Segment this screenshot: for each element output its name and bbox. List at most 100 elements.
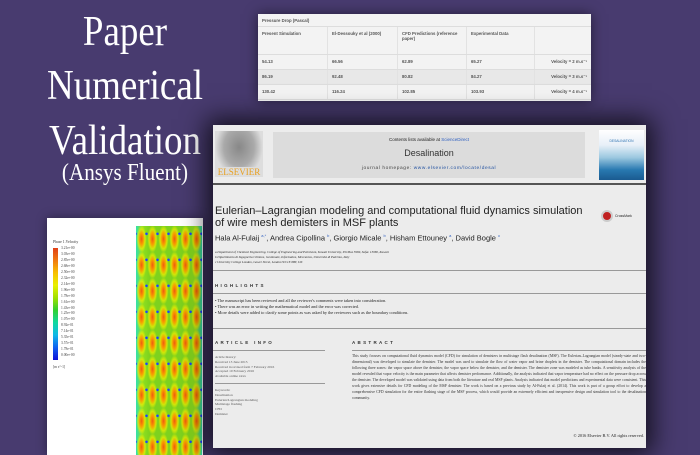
- table-cell: Velocity = 3 m.s⁻¹: [551, 74, 587, 79]
- cover-title: DESALINATION: [609, 139, 634, 143]
- table-cell: 103.93: [467, 85, 535, 99]
- legend-level: 5.35e-01: [61, 335, 74, 340]
- column-header: [535, 27, 591, 54]
- author-name: Hala Al-Fulaij: [215, 233, 262, 243]
- legend-level: 3.03e+00: [61, 251, 75, 256]
- separator: ,: [266, 233, 270, 243]
- homepage-link[interactable]: www.elsevier.com/locate/desal: [413, 166, 497, 171]
- highlight-text: The manuscript has been reviewed and all…: [217, 298, 387, 303]
- abstract-text: This study focuses on computational flui…: [352, 354, 646, 400]
- table-cell: 54.13: [258, 55, 328, 69]
- highlight-text: More details were added to clarify some …: [217, 310, 409, 316]
- journal-header: Contents lists available at ScienceDirec…: [273, 132, 585, 178]
- highlight-text: There was an error in writing the mathem…: [217, 304, 360, 310]
- separator: ,: [329, 233, 334, 243]
- affiliations: a Department of Chemical Engineering, Co…: [215, 250, 389, 265]
- legend-levels: 3.21e+00 3.03e+00 2.85e+00 2.68e+00 2.50e+00…: [61, 246, 75, 359]
- legend-level: 1.61e+00: [61, 299, 75, 304]
- journal-cover: DESALINATION: [599, 130, 644, 180]
- table-cell: Velocity = 4 m.s⁻¹: [551, 89, 587, 94]
- legend-level: 1.78e-01: [61, 347, 74, 352]
- legend-level: 1.96e+00: [61, 287, 75, 292]
- keywords: Keywords: Desalination Eulerian/Lagrangian…: [215, 388, 325, 417]
- pressure-drop-table: Pressure Drop (Pascal) Present Simulatio…: [258, 14, 591, 101]
- table-row: 86.19 92.48 80.82 84.27 Velocity = 3 m.s⁻¹: [258, 70, 591, 85]
- contents-prefix: Contents lists available at: [388, 137, 442, 142]
- heading-line-2: Numerical: [47, 63, 203, 109]
- crossmark-icon[interactable]: [601, 210, 613, 222]
- abstract-heading: ABSTRACT: [352, 340, 396, 345]
- highlights-list: • The manuscript has been reviewed and a…: [215, 298, 408, 316]
- legend-level: 1.07e+00: [61, 317, 75, 322]
- sciencedirect-link[interactable]: ScienceDirect: [441, 137, 470, 142]
- divider: [352, 350, 646, 351]
- article-info: Article history: Received 13 June 2015 Rec…: [215, 355, 325, 417]
- keyword: Multistage flashing: [215, 402, 243, 407]
- demister-wires: [136, 226, 202, 455]
- affiliation: b Dipartimento di Ingegneria Chimica, Ge…: [215, 255, 350, 259]
- table-caption: Pressure Drop (Pascal): [258, 14, 591, 27]
- legend-level: 2.14e+00: [61, 281, 75, 286]
- author-affiliation-mark: a: [449, 233, 452, 238]
- journal-name: Desalination: [404, 148, 454, 158]
- legend-title: Phase 1.Velocity: [53, 240, 79, 244]
- article-history: Article history: Received 13 June 2015 Rec…: [215, 355, 325, 379]
- table-header-row: Present Simulation El-Dessouky et al (20…: [258, 27, 591, 55]
- elsevier-logo: ELSEVIER: [215, 131, 263, 177]
- table-cell: Velocity = 2 m.s⁻¹: [551, 59, 587, 64]
- separator: ,: [451, 233, 456, 243]
- divider: [213, 270, 646, 271]
- table-cell: 86.19: [258, 70, 328, 84]
- author-affiliation-mark: b: [383, 233, 386, 238]
- table-row: 130.42 116.24 102.85 103.93 Velocity = 4 m.s…: [258, 85, 591, 100]
- divider: [213, 183, 646, 185]
- legend-unit: [m s^-1]: [53, 365, 66, 369]
- author-affiliation-mark: a,*: [261, 233, 267, 238]
- table-cell: 92.48: [328, 70, 398, 84]
- divider: [213, 328, 646, 329]
- table-cell: 80.82: [398, 70, 467, 84]
- homepage-line: journal homepage: www.elsevier.com/locat…: [273, 166, 585, 171]
- heading-subtitle: (Ansys Fluent): [61, 160, 189, 186]
- divider: [215, 382, 325, 384]
- column-header: El-Dessouky et al (2000): [328, 27, 398, 54]
- table-cell: 62.89: [398, 55, 467, 69]
- history-item: Received 13 June 2015: [215, 359, 248, 364]
- article-info-heading: ARTICLE INFO: [215, 340, 275, 345]
- table-cell: 84.27: [467, 70, 535, 84]
- legend-level: 2.68e+00: [61, 263, 75, 268]
- history-item: Available online xxxx: [215, 374, 246, 379]
- table-cell: 102.85: [398, 85, 467, 99]
- keyword: Desalination: [215, 392, 233, 397]
- legend-level: 2.85e+00: [61, 257, 75, 262]
- author-list: Hala Al-Fulaij a,*, Andrea Cipollina b, …: [215, 233, 500, 243]
- legend-level: 1.78e+00: [61, 293, 75, 298]
- author-name: Giorgio Micale: [333, 233, 384, 243]
- keyword: Demister: [215, 411, 228, 416]
- keyword: CFD: [215, 407, 222, 412]
- history-item: Article history:: [215, 355, 237, 359]
- color-scale-bar: [53, 248, 58, 360]
- legend-level: 1.43e+00: [61, 305, 75, 310]
- keyword: Keywords:: [215, 387, 231, 392]
- column-header: CFD Predictions (reference paper): [398, 27, 467, 54]
- table-cell: 116.24: [328, 85, 398, 99]
- highlight-item: • There was an error in writing the math…: [215, 304, 360, 310]
- highlight-item: • More details were added to clarify som…: [215, 310, 409, 316]
- legend-level: 2.50e+00: [61, 269, 75, 274]
- legend-level: 1.25e+00: [61, 311, 75, 316]
- legend-level: 8.92e-01: [61, 323, 74, 328]
- keyword: Eulerian/Lagrangian modeling: [215, 397, 258, 402]
- legend-level: 3.57e-01: [61, 341, 74, 346]
- copyright: © 2016 Elsevier B.V. All rights reserved…: [573, 433, 644, 438]
- legend-level: 7.14e-01: [61, 329, 74, 334]
- highlight-item: • The manuscript has been reviewed and a…: [215, 298, 387, 303]
- contents-line: Contents lists available at ScienceDirec…: [273, 137, 585, 142]
- author-affiliation-mark: b: [327, 233, 330, 238]
- legend-level: 2.32e+00: [61, 275, 75, 280]
- paper-title: Eulerian–Lagrangian modeling and computa…: [215, 205, 583, 229]
- crossmark-label: CrossMark: [615, 214, 632, 218]
- publisher-name: ELSEVIER: [215, 167, 263, 177]
- history-item: Accepted 10 February 2016: [215, 369, 254, 374]
- heading-line-3: Validation: [49, 118, 201, 164]
